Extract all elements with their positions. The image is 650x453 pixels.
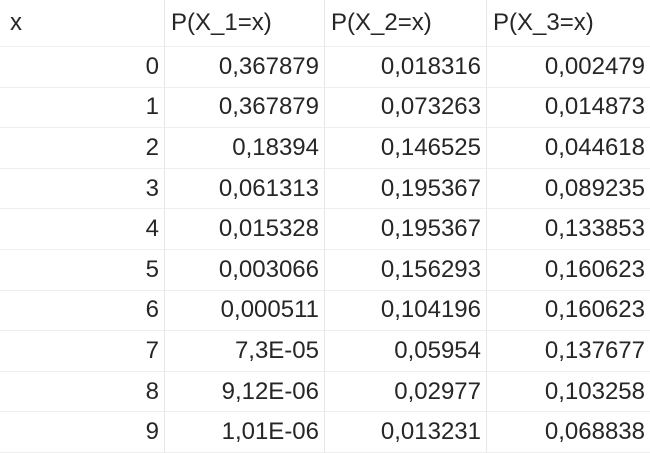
cell-p-x2[interactable]: 0,05954 bbox=[325, 331, 487, 372]
cell-p-x2[interactable]: 0,073263 bbox=[325, 87, 487, 129]
table-row: 6 0,000511 0,104196 0,160623 bbox=[0, 290, 650, 332]
cell-p-x2[interactable]: 0,02977 bbox=[325, 371, 487, 413]
table-row: 0 0,367879 0,018316 0,002479 bbox=[0, 47, 650, 88]
table-row: 1 0,367879 0,073263 0,014873 bbox=[0, 87, 650, 129]
cell-p-x2[interactable]: 0,018316 bbox=[325, 47, 487, 88]
cell-p-x2[interactable]: 0,195367 bbox=[325, 209, 487, 250]
cell-p-x3[interactable]: 0,044618 bbox=[487, 128, 650, 169]
cell-x[interactable]: 4 bbox=[0, 209, 165, 250]
table-row: 4 0,015328 0,195367 0,133853 bbox=[0, 209, 650, 250]
table-row: 8 9,12E-06 0,02977 0,103258 bbox=[0, 371, 650, 413]
cell-p-x1[interactable]: 7,3E-05 bbox=[165, 331, 325, 372]
cell-p-x2[interactable]: 0,146525 bbox=[325, 128, 487, 169]
cell-p-x3[interactable]: 0,002479 bbox=[487, 47, 650, 88]
cell-p-x3[interactable]: 0,160623 bbox=[487, 250, 650, 291]
cell-x[interactable]: 3 bbox=[0, 168, 165, 210]
header-cell-p-x2[interactable]: P(X_2=x) bbox=[325, 0, 487, 47]
header-cell-p-x1[interactable]: P(X_1=x) bbox=[165, 0, 325, 47]
cell-p-x1[interactable]: 9,12E-06 bbox=[165, 371, 325, 413]
cell-p-x1[interactable]: 0,003066 bbox=[165, 249, 325, 291]
cell-x[interactable]: 2 bbox=[0, 128, 165, 169]
cell-x[interactable]: 8 bbox=[0, 371, 165, 413]
cell-x[interactable]: 1 bbox=[0, 87, 165, 129]
cell-p-x3[interactable]: 0,014873 bbox=[487, 88, 650, 129]
cell-x[interactable]: 5 bbox=[0, 249, 165, 291]
cell-p-x2[interactable]: 0,156293 bbox=[325, 249, 487, 291]
cell-p-x2[interactable]: 0,013231 bbox=[325, 412, 487, 453]
table-row: 3 0,061313 0,195367 0,089235 bbox=[0, 168, 650, 210]
cell-x[interactable]: 6 bbox=[0, 290, 165, 332]
cell-x[interactable]: 7 bbox=[0, 331, 165, 372]
cell-p-x3[interactable]: 0,137677 bbox=[487, 331, 650, 372]
cell-p-x3[interactable]: 0,103258 bbox=[487, 372, 650, 413]
table-row: 5 0,003066 0,156293 0,160623 bbox=[0, 249, 650, 291]
cell-p-x3[interactable]: 0,160623 bbox=[487, 291, 650, 332]
cell-p-x2[interactable]: 0,195367 bbox=[325, 168, 487, 210]
cell-p-x1[interactable]: 0,000511 bbox=[165, 290, 325, 332]
cell-x[interactable]: 0 bbox=[0, 47, 165, 88]
cell-p-x1[interactable]: 0,367879 bbox=[165, 87, 325, 129]
header-cell-p-x3[interactable]: P(X_3=x) bbox=[487, 0, 650, 47]
cell-p-x1[interactable]: 0,367879 bbox=[165, 47, 325, 88]
header-row: x P(X_1=x) P(X_2=x) P(X_3=x) bbox=[0, 0, 650, 47]
table-row: 9 1,01E-06 0,013231 0,068838 bbox=[0, 412, 650, 453]
cell-p-x1[interactable]: 1,01E-06 bbox=[165, 412, 325, 453]
header-cell-x[interactable]: x bbox=[0, 0, 165, 47]
cell-p-x1[interactable]: 0,015328 bbox=[165, 209, 325, 250]
cell-x[interactable]: 9 bbox=[0, 412, 165, 453]
cell-p-x3[interactable]: 0,068838 bbox=[487, 412, 650, 453]
cell-p-x3[interactable]: 0,133853 bbox=[487, 209, 650, 250]
table-row: 2 0,18394 0,146525 0,044618 bbox=[0, 128, 650, 169]
cell-p-x1[interactable]: 0,061313 bbox=[165, 168, 325, 210]
cell-p-x3[interactable]: 0,089235 bbox=[487, 169, 650, 210]
cell-p-x1[interactable]: 0,18394 bbox=[165, 128, 325, 169]
cell-p-x2[interactable]: 0,104196 bbox=[325, 290, 487, 332]
table-body: 0 0,367879 0,018316 0,002479 1 0,367879 0,0732… bbox=[0, 47, 650, 453]
table-row: 7 7,3E-05 0,05954 0,137677 bbox=[0, 331, 650, 372]
